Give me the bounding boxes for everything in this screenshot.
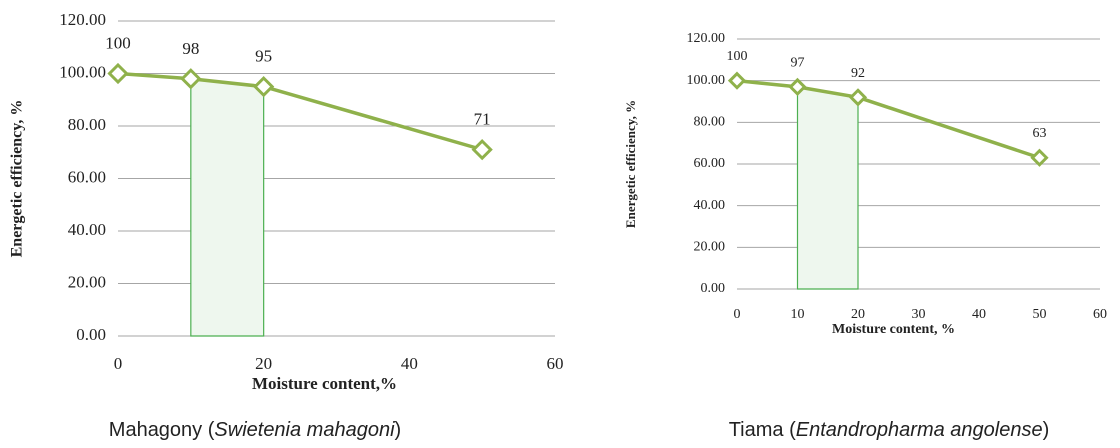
x-axis-label: Moisture content,% [252, 374, 397, 393]
y-axis-label: Energetic efficiency, % [623, 100, 638, 228]
y-tick-label: 100.00 [687, 73, 726, 88]
x-tick-label: 0 [734, 307, 741, 322]
data-marker [848, 88, 868, 107]
y-tick-label: 0.00 [76, 325, 106, 344]
caption-name: Tiama ( [729, 419, 796, 441]
y-tick-label: 60.00 [68, 167, 106, 186]
data-line [736, 78, 1041, 160]
y-tick-label: 40.00 [694, 198, 726, 213]
data-marker [788, 77, 807, 97]
highlight-region [190, 78, 265, 337]
value-label: 95 [255, 47, 272, 66]
data-marker [253, 76, 275, 98]
caption-species: Swietenia mahagoni [214, 419, 395, 441]
y-tick-label: 0.00 [701, 281, 726, 296]
x-tick-label: 20 [851, 307, 865, 322]
x-tick-label: 30 [912, 307, 926, 322]
caption-close: ) [1043, 419, 1050, 441]
data-marker [107, 62, 129, 85]
value-label: 98 [182, 39, 199, 58]
data-marker [1030, 148, 1049, 167]
y-tick-label: 20.00 [694, 240, 726, 255]
x-tick-label: 0 [114, 354, 123, 373]
value-label: 63 [1033, 126, 1047, 141]
data-marker [180, 68, 202, 90]
y-tick-label: 100.00 [59, 62, 106, 81]
value-label: 100 [727, 49, 748, 64]
caption-species: Entandropharma angolense [796, 419, 1043, 441]
x-tick-label: 40 [972, 307, 986, 322]
value-label: 71 [474, 110, 491, 129]
highlight-region [796, 86, 859, 290]
caption-close: ) [395, 419, 402, 441]
data-line [117, 71, 483, 152]
x-axis-label: Moisture content, % [832, 322, 955, 337]
y-tick-label: 80.00 [694, 115, 726, 130]
caption-name: Mahagony ( [109, 419, 215, 441]
y-tick-label: 120.00 [687, 31, 726, 46]
x-tick-label: 60 [1093, 307, 1107, 322]
x-tick-label: 60 [547, 354, 564, 373]
x-tick-label: 10 [791, 307, 805, 322]
y-tick-label: 40.00 [68, 220, 106, 239]
x-tick-label: 50 [1033, 307, 1047, 322]
y-axis-label: Energetic efficiency, % [9, 100, 26, 258]
data-marker [727, 71, 747, 90]
value-label: 97 [791, 55, 805, 70]
x-tick-label: 40 [401, 354, 418, 373]
y-tick-label: 120.00 [59, 10, 106, 29]
y-tick-label: 80.00 [68, 115, 106, 134]
caption: Mahagony (Swietenia mahagoni) [109, 419, 401, 441]
data-marker [471, 139, 493, 161]
value-label: 92 [851, 66, 865, 81]
y-tick-label: 60.00 [694, 156, 726, 171]
caption: Tiama (Entandropharma angolense) [729, 419, 1050, 441]
y-tick-label: 20.00 [68, 272, 106, 291]
x-tick-label: 20 [255, 354, 272, 373]
value-label: 100 [105, 34, 131, 53]
